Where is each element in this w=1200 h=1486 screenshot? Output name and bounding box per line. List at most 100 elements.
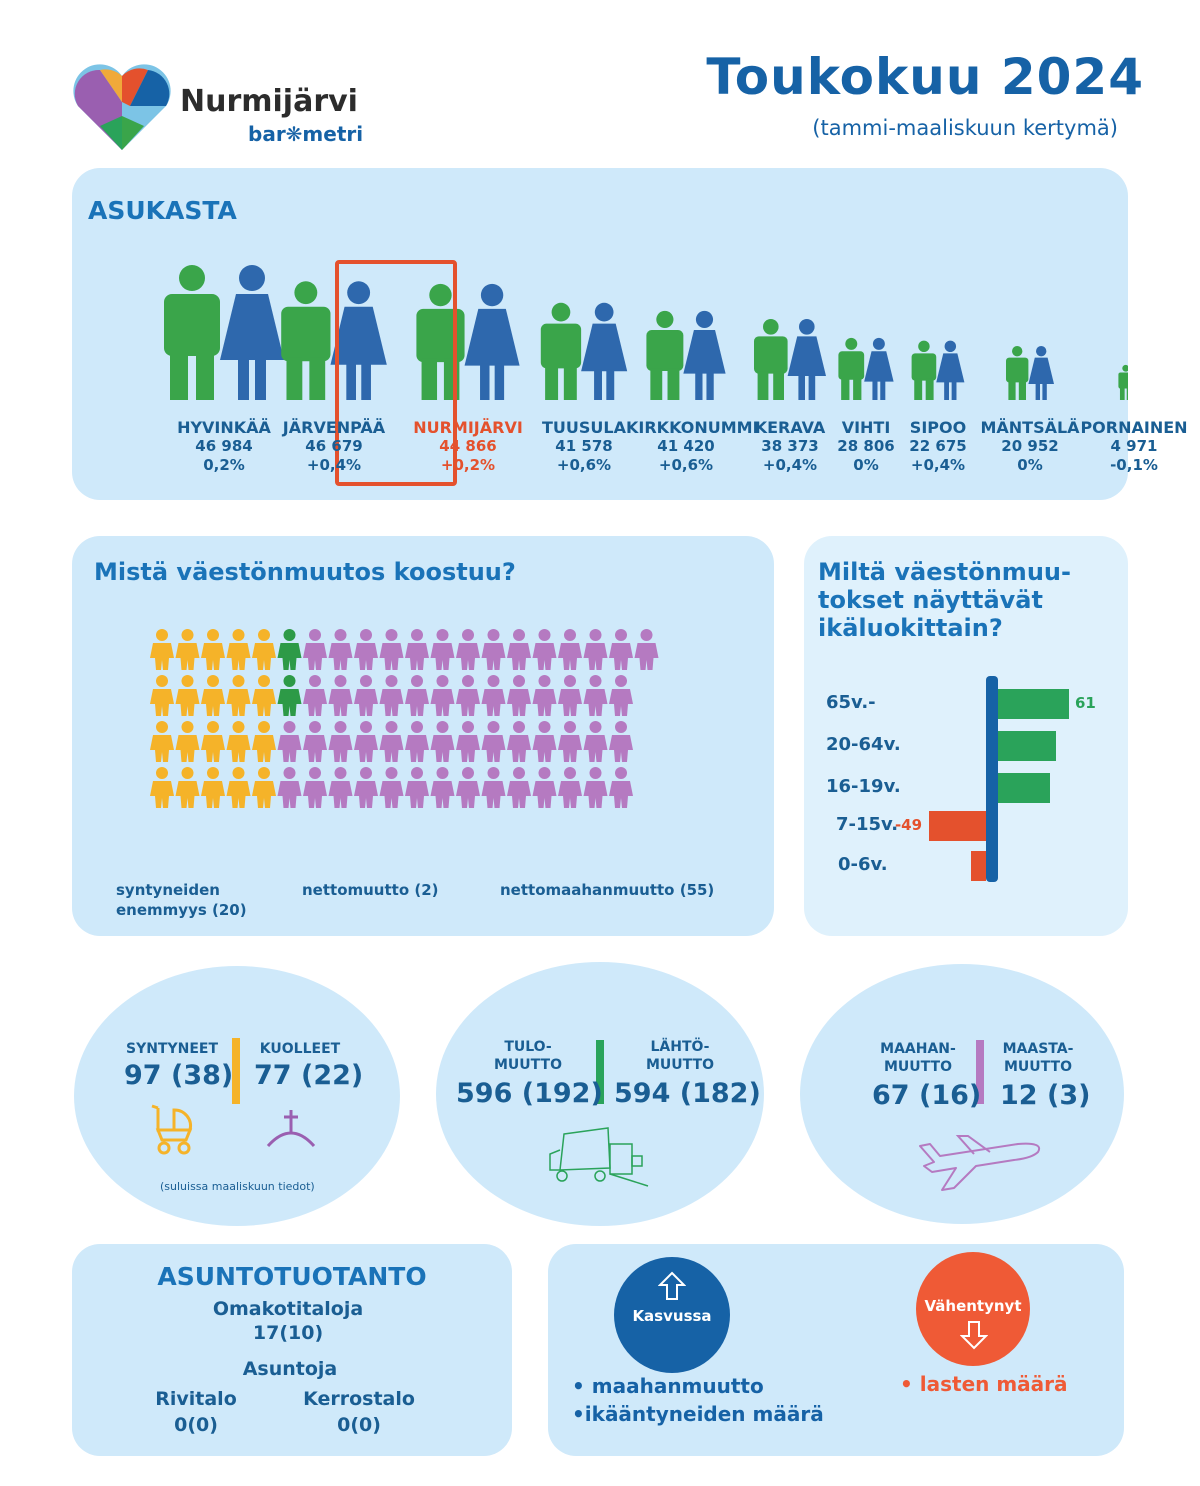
person-figure (609, 675, 633, 716)
city-name: SIPOO (909, 418, 967, 437)
city-name: KERAVA (754, 418, 826, 437)
declining-item: • lasten määrä (900, 1372, 1068, 1396)
person-figure (175, 721, 200, 762)
out-migration-label: LÄHTÖ- MUUTTO (646, 1039, 714, 1073)
age-chart-heading: Miltä väestönmuu- tokset näyttävät ikälu… (818, 558, 1071, 642)
city-item: KIRKKONUMMI 41 420 +0,6% (626, 418, 759, 475)
city-population: 22 675 (909, 437, 967, 455)
person-figure (252, 629, 276, 670)
person-figure (150, 721, 174, 762)
person-figure (354, 629, 378, 670)
person-figure (558, 629, 582, 670)
chart-axis (986, 676, 998, 882)
person-figure (201, 629, 225, 670)
row-house-value: 0(0) (174, 1414, 218, 1436)
person-figure (226, 721, 251, 762)
city-item: KERAVA 38 373 +0,4% (730, 418, 850, 475)
composition-pictogram (150, 629, 659, 808)
person-figure (558, 721, 582, 762)
person-figure (201, 721, 225, 762)
person-figure (609, 767, 633, 808)
age-category-label: 65v.- (826, 692, 876, 713)
person-figure (405, 675, 429, 716)
residents-heading: ASUKASTA (88, 196, 237, 225)
person-figure (201, 767, 225, 808)
city-name: TUUSULA (542, 418, 626, 437)
person-figure (558, 767, 582, 808)
out-migration-value: 594 (182) (614, 1078, 761, 1109)
person-figure (481, 675, 506, 716)
age-category-label: 16-19v. (826, 776, 901, 797)
died-value: 77 (22) (254, 1060, 364, 1091)
moving-truck-icon (549, 1127, 649, 1187)
legend-birth-surplus: syntyneiden enemmyys (20) (116, 881, 247, 919)
person-figure (226, 629, 251, 670)
age-bar (928, 811, 986, 841)
heart-logo-icon (73, 64, 171, 150)
note-march: (suluissa maaliskuun tiedot) (160, 1180, 315, 1193)
person-figure (252, 721, 276, 762)
city-item: SIPOO 22 675 +0,4% (878, 418, 998, 475)
page-title: Toukokuu 2024 (706, 48, 1144, 106)
immigration-out-value: 12 (3) (1000, 1080, 1091, 1111)
person-figure (150, 675, 174, 716)
city-item: NURMIJÄRVI 44 866 +0,2% (408, 418, 528, 475)
city-item: TUUSULA 41 578 +0,6% (524, 418, 644, 475)
person-figure (456, 721, 480, 762)
city-population: 46 679 (305, 437, 363, 455)
growing-item: • maahanmuutto (572, 1374, 764, 1398)
born-label: SYNTYNEET (125, 1041, 219, 1057)
person-figure (201, 675, 225, 716)
growing-label: Kasvussa (632, 1307, 712, 1325)
person-figure (277, 629, 302, 670)
city-figures-9 (1006, 346, 1054, 400)
person-figure (150, 629, 174, 670)
person-figure (532, 767, 557, 808)
city-name: VIHTI (841, 418, 891, 437)
person-figure (405, 767, 429, 808)
person-figure (507, 721, 531, 762)
person-figure (328, 721, 353, 762)
person-figure (558, 675, 582, 716)
person-figure (303, 767, 327, 808)
divider-immigration (976, 1040, 984, 1104)
person-figure (175, 767, 200, 808)
immigration-out-label: MAASTA- MUUTTO (1002, 1041, 1074, 1075)
person-figure (430, 767, 455, 808)
city-change: 0% (853, 456, 879, 474)
immigration-in-label: MAAHAN- MUUTTO (880, 1041, 956, 1075)
city-figures-7 (838, 337, 894, 400)
person-figure (252, 675, 276, 716)
age-bar (998, 731, 1057, 761)
apartments-label: Asuntoja (242, 1358, 338, 1380)
city-name: HYVINKÄÄ (177, 418, 271, 437)
person-figure (379, 721, 404, 762)
person-figure (456, 675, 480, 716)
city-item: VIHTI 28 806 0% (806, 418, 926, 475)
person-figure (303, 629, 327, 670)
city-name: JÄRVENPÄÄ (282, 418, 386, 437)
person-figure (252, 767, 276, 808)
city-figures-1 (164, 265, 284, 400)
person-figure (532, 721, 557, 762)
person-figure (379, 629, 404, 670)
block-house-value: 0(0) (337, 1414, 381, 1436)
person-figure (583, 767, 608, 808)
city-population: 4 971 (1110, 437, 1158, 455)
age-category-label: 20-64v. (826, 734, 901, 755)
person-figure (354, 721, 378, 762)
highlight-box (335, 260, 457, 486)
person-figure (583, 675, 608, 716)
age-category-label: 0-6v. (838, 854, 888, 875)
died-label: KUOLLEET (259, 1041, 341, 1057)
immigration-in-value: 67 (16) (872, 1080, 982, 1111)
person-figure (405, 721, 429, 762)
city-change: +0,4% (306, 456, 362, 474)
person-figure (226, 675, 251, 716)
person-figure (430, 675, 455, 716)
city-change: -0,1% (1110, 456, 1158, 474)
city-change: +0,4% (762, 456, 818, 474)
population-figures (164, 265, 1128, 400)
person-figure (405, 629, 429, 670)
person-figure (303, 721, 327, 762)
